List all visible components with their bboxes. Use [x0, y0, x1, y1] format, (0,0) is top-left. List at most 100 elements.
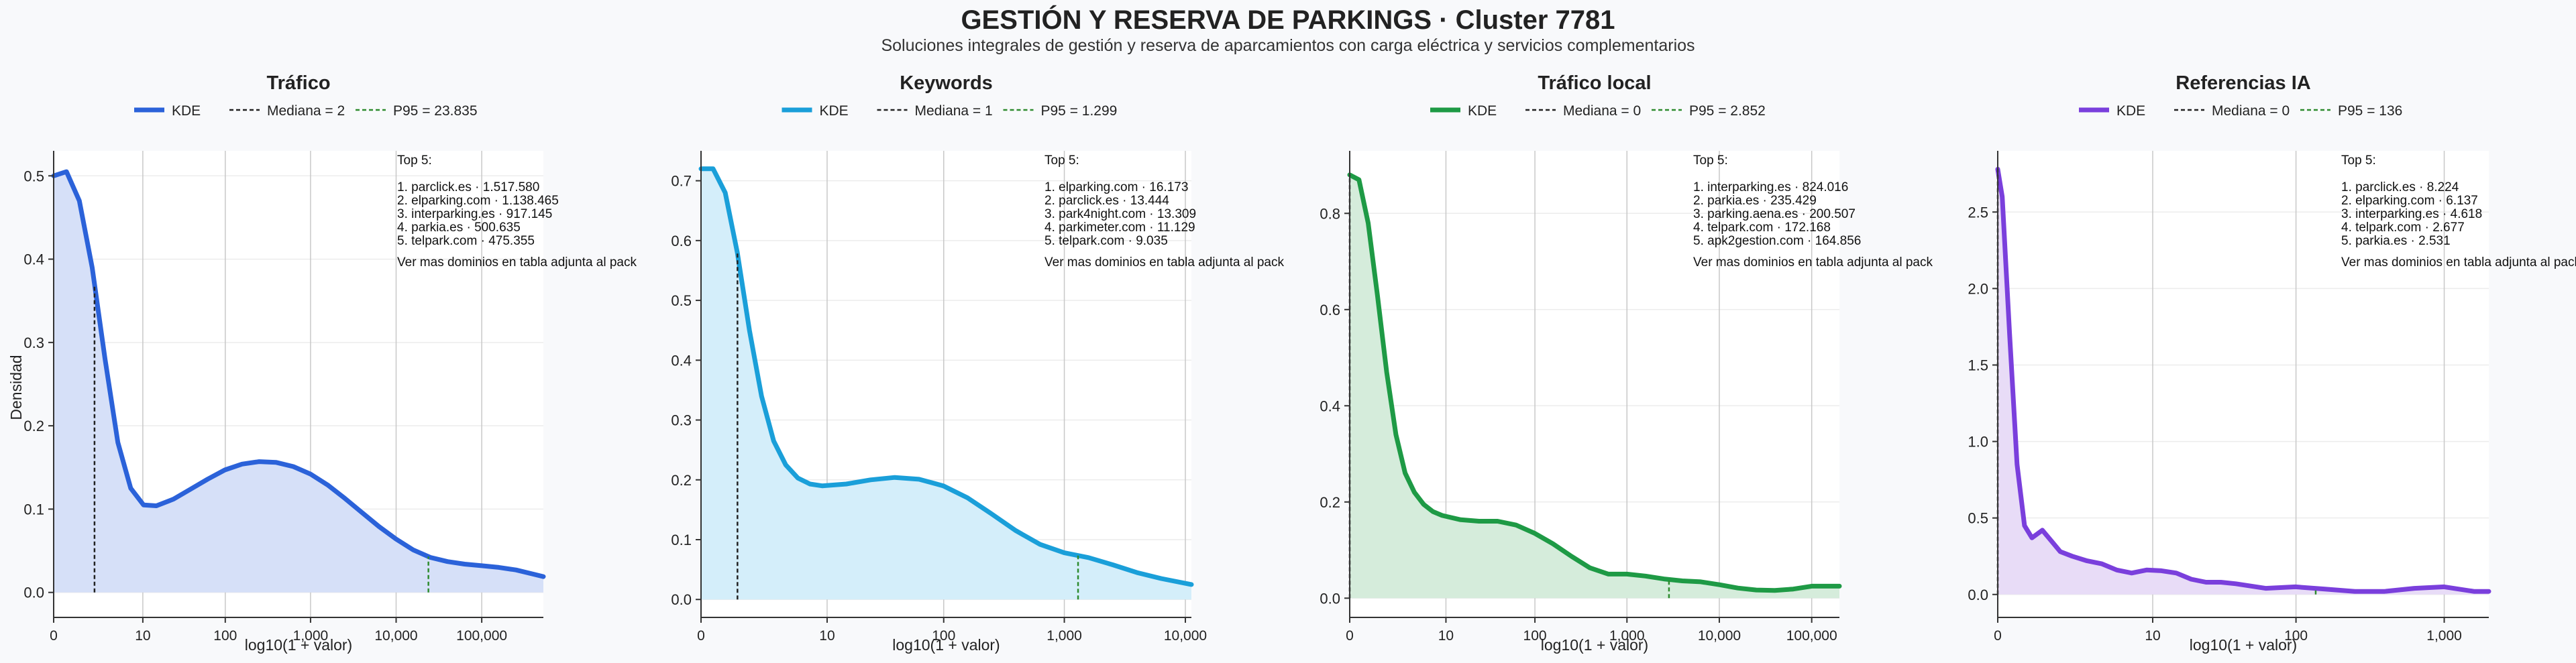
figure-title: GESTIÓN Y RESERVA DE PARKINGS · Cluster …: [961, 5, 1615, 35]
top5-note: Ver mas dominios en tabla adjunta al pac…: [2341, 255, 2576, 269]
chart-panel-3: 0.0 0.2 0.4 0.6 0.8 0 10 100 1,000 10,000 100,000 l…: [1320, 72, 1933, 654]
y-tick-label: 0.8: [1320, 205, 1340, 222]
top5-item: 2. elparking.com · 1.138.465: [397, 194, 559, 208]
legend-p95-label: P95 = 2.852: [1689, 103, 1766, 119]
x-tick-label: 10: [819, 628, 835, 644]
x-tick-label: 10: [2145, 628, 2160, 644]
x-tick-label: 1,000: [1609, 628, 1645, 644]
x-tick-label: 10: [1438, 628, 1454, 644]
kde-area: [1350, 174, 1839, 599]
top5-item: 5. telpark.com · 475.355: [397, 234, 535, 248]
y-tick-label: 2.5: [1968, 204, 1988, 221]
top5-title: Top 5:: [2341, 154, 2376, 168]
y-tick-label: 0.4: [23, 251, 44, 268]
legend-kde-label: KDE: [1468, 103, 1497, 119]
legend-median-label: Mediana = 0: [2212, 103, 2290, 119]
top5-item: 4. telpark.com · 2.677: [2341, 221, 2465, 235]
x-tick-label: 1,000: [2426, 628, 2462, 644]
y-tick-label: 2.0: [1968, 280, 1988, 297]
top5-note: Ver mas dominios en tabla adjunta al pac…: [397, 255, 637, 269]
legend: KDE Mediana = 0 P95 = 2.852: [1430, 103, 1766, 119]
kde-area: [54, 172, 543, 593]
y-tick-label: 0.0: [23, 585, 44, 601]
x-tick-label: 0: [50, 628, 58, 644]
legend: KDE Mediana = 0 P95 = 136: [2079, 103, 2402, 119]
top5-item: 1. interparking.es · 824.016: [1693, 180, 1848, 194]
x-tick-label: 0: [1346, 628, 1354, 644]
x-tick-label: 0: [697, 628, 705, 644]
x-tick-label: 1,000: [1046, 628, 1082, 644]
y-tick-label: 0.0: [671, 591, 692, 608]
top5-item: 2. parclick.es · 13.444: [1044, 194, 1169, 208]
y-tick-label: 0.3: [23, 335, 44, 351]
top5-title: Top 5:: [397, 154, 432, 168]
top5-item: 1. elparking.com · 16.173: [1044, 180, 1188, 194]
kde-line: [698, 166, 1194, 587]
top5-item: 3. interparking.es · 917.145: [397, 207, 552, 221]
top5-item: 2. parkia.es · 235.429: [1693, 194, 1817, 208]
x-tick-label: 100: [1523, 628, 1547, 644]
y-tick-label: 0.5: [23, 168, 44, 184]
legend: KDE Mediana = 1 P95 = 1.299: [782, 103, 1117, 119]
y-tick-label: 0.6: [671, 233, 692, 249]
x-axis-label: log10(1 + valor): [1541, 636, 1648, 654]
y-tick-label: 0.0: [1320, 590, 1340, 607]
x-tick-label: 10,000: [1164, 628, 1207, 644]
y-tick-label: 0.2: [23, 418, 44, 434]
y-tick-label: 0.1: [23, 501, 44, 518]
top5-item: 5. parkia.es · 2.531: [2341, 234, 2451, 248]
y-tick-label: 0.4: [671, 352, 692, 369]
legend-p95-label: P95 = 136: [2338, 103, 2402, 119]
x-tick-label: 1,000: [293, 628, 329, 644]
legend-kde-label: KDE: [2116, 103, 2145, 119]
chart-panel-2: 0.0 0.1 0.2 0.3 0.4 0.5 0.6 0.7 0 10 100 1,000 10,00…: [671, 72, 1284, 654]
y-tick-label: 0.6: [1320, 302, 1340, 318]
top5-item: 5. apk2gestion.com · 164.856: [1693, 234, 1861, 248]
top5-item: 5. telpark.com · 9.035: [1044, 234, 1168, 248]
y-tick-label: 0.5: [1968, 510, 1988, 527]
y-tick-label: 0.3: [671, 412, 692, 429]
legend-median-label: Mediana = 2: [267, 103, 345, 119]
y-tick-label: 0.5: [671, 292, 692, 309]
kde-line: [51, 169, 546, 579]
legend-kde-label: KDE: [172, 103, 201, 119]
top5-item: 4. parkimeter.com · 11.129: [1044, 221, 1195, 235]
x-tick-label: 10: [135, 628, 150, 644]
x-tick-label: 10,000: [1698, 628, 1741, 644]
top5-title: Top 5:: [1693, 154, 1728, 168]
kde-line: [1347, 172, 1842, 593]
kde-area: [1998, 169, 2489, 595]
chart-title: Tráfico: [266, 72, 330, 94]
x-axis-label: log10(1 + valor): [245, 636, 352, 654]
legend: KDE Mediana = 2 P95 = 23.835: [134, 103, 478, 119]
chart-title: Keywords: [900, 72, 993, 94]
y-tick-label: 1.5: [1968, 357, 1988, 373]
x-axis-label: log10(1 + valor): [892, 636, 1000, 654]
y-tick-label: 0.2: [1320, 494, 1340, 511]
top5-item: 1. parclick.es · 1.517.580: [397, 180, 539, 194]
top5-item: 1. parclick.es · 8.224: [2341, 180, 2459, 194]
y-tick-label: 0.0: [1968, 587, 1988, 603]
top5-item: 4. parkia.es · 500.635: [397, 221, 521, 235]
legend-median-label: Mediana = 1: [915, 103, 993, 119]
chart-title: Tráfico local: [1538, 72, 1651, 94]
x-tick-label: 100: [932, 628, 955, 644]
plot-area: [1998, 151, 2489, 617]
top5-item: 3. parking.aena.es · 200.507: [1693, 207, 1856, 221]
y-tick-label: 1.0: [1968, 434, 1988, 450]
y-tick-label: 0.1: [671, 532, 692, 548]
chart-title: Referencias IA: [2176, 72, 2311, 94]
x-tick-label: 100,000: [456, 628, 507, 644]
chart-panel-1: 0.0 0.1 0.2 0.3 0.4 0.5 0 10 100 1,000 10,000 100,0…: [7, 72, 637, 654]
y-axis-label: Densidad: [7, 355, 25, 420]
top5-item: 3. park4night.com · 13.309: [1044, 207, 1196, 221]
kde-line: [1995, 166, 2491, 594]
figure-subtitle: Soluciones integrales de gestión y reser…: [881, 36, 1695, 55]
top5-note: Ver mas dominios en tabla adjunta al pac…: [1044, 255, 1284, 269]
